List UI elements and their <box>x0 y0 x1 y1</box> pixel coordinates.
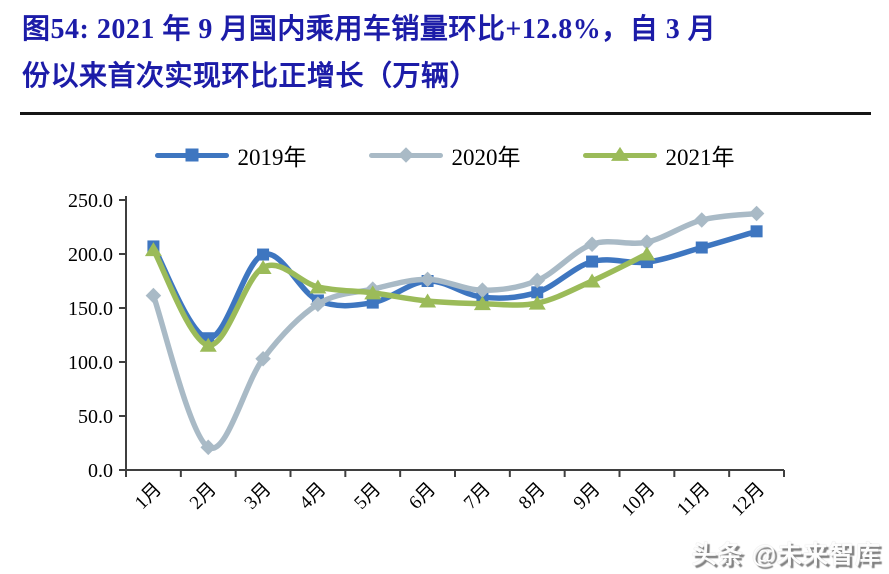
y-tick-label: 200.0 <box>68 244 113 266</box>
line-triangle-marker-icon <box>582 146 657 161</box>
line-diamond-marker-icon <box>368 147 443 163</box>
legend-label-2019: 2019年 <box>237 145 307 170</box>
marker-triangle-2021年 <box>583 273 601 288</box>
marker-square-2019年 <box>531 286 544 299</box>
marker-triangle-2021年 <box>254 260 272 274</box>
legend-label-2020: 2020年 <box>451 145 521 170</box>
x-tick-label: 6月 <box>405 479 440 514</box>
marker-triangle-2021年 <box>309 279 327 294</box>
marker-triangle-2021年 <box>473 296 491 311</box>
marker-triangle-2021年 <box>638 246 656 261</box>
marker-diamond-2020年 <box>693 212 710 228</box>
x-tick-label: 2月 <box>186 479 221 514</box>
marker-triangle-2021年 <box>419 293 437 308</box>
x-tick-label: 3月 <box>241 479 276 514</box>
line-square-marker-icon <box>154 148 229 162</box>
marker-square-2019年 <box>366 296 379 309</box>
marker-diamond-2020年 <box>145 287 162 304</box>
x-tick-label: 7月 <box>460 479 495 514</box>
marker-triangle-2021年 <box>199 337 217 352</box>
x-tick-label: 9月 <box>570 479 605 514</box>
watermark: 头条 @未来智库 <box>691 541 881 569</box>
x-tick-label: 5月 <box>350 479 385 514</box>
series-line-2021年 <box>150 246 650 349</box>
x-tick-label: 11月 <box>673 479 714 520</box>
marker-square-2019年 <box>695 241 708 254</box>
y-tick-label: 0.0 <box>88 460 113 482</box>
figure-title-line1: 图54: 2021 年 9 月国内乘用车销量环比+12.8%，自 3 月 <box>22 14 717 45</box>
marker-triangle-2021年 <box>364 285 382 300</box>
marker-square-2019年 <box>257 248 270 261</box>
legend-label-2021: 2021年 <box>665 145 735 170</box>
marker-triangle-2021年 <box>528 295 546 310</box>
legend-item-2019: 2019年 <box>154 138 307 172</box>
y-tick-label: 150.0 <box>68 298 113 320</box>
marker-diamond-2020年 <box>639 234 655 250</box>
marker-diamond-2020年 <box>748 205 765 222</box>
marker-square-2019年 <box>586 255 599 268</box>
legend-item-2020: 2020年 <box>368 138 521 172</box>
chart-legend: 2019年 2020年 2021年 <box>0 139 889 171</box>
marker-diamond-2020年 <box>200 439 217 456</box>
y-tick-label: 50.0 <box>78 406 113 428</box>
y-tick-label: 100.0 <box>68 352 113 374</box>
figure-title: 图54: 2021 年 9 月国内乘用车销量环比+12.8%，自 3 月 份以来… <box>22 6 872 100</box>
series-line-2020年 <box>150 210 760 451</box>
x-tick-label: 8月 <box>515 479 550 514</box>
marker-triangle-2021年 <box>144 242 162 257</box>
x-tick-label: 12月 <box>727 479 769 521</box>
y-tick-label: 250.0 <box>68 190 113 212</box>
marker-square-2019年 <box>750 225 763 238</box>
x-tick-label: 4月 <box>295 479 330 514</box>
legend-item-2021: 2021年 <box>582 138 735 172</box>
x-tick-label: 10月 <box>618 479 660 521</box>
x-tick-label: 1月 <box>131 479 166 514</box>
title-divider <box>20 112 871 115</box>
figure-title-line2: 份以来首次实现环比正增长（万辆） <box>22 61 479 92</box>
marker-diamond-2020年 <box>584 236 600 253</box>
